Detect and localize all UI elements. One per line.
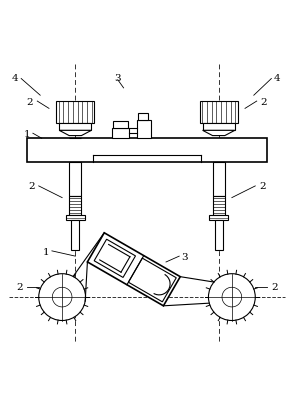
Bar [200, 102, 238, 124]
Bar [138, 113, 148, 121]
Bar [56, 102, 94, 124]
Text: 2: 2 [271, 283, 278, 292]
Bar [209, 215, 228, 221]
Polygon shape [203, 131, 235, 136]
Bar [69, 163, 81, 197]
Text: 4: 4 [12, 74, 19, 83]
Bar [113, 122, 128, 129]
Circle shape [39, 274, 86, 321]
Bar [69, 197, 81, 215]
Bar [27, 138, 267, 163]
Bar [203, 124, 235, 131]
Text: 2: 2 [28, 182, 35, 191]
Text: 3: 3 [114, 74, 121, 83]
Bar [213, 197, 225, 215]
Bar [215, 221, 223, 251]
Bar [128, 258, 176, 302]
Bar [66, 215, 85, 221]
Bar [112, 129, 129, 138]
Text: 2: 2 [259, 182, 266, 191]
Bar [94, 240, 136, 278]
Bar [59, 124, 91, 131]
Text: 1: 1 [43, 247, 49, 257]
Text: 3: 3 [182, 252, 188, 261]
Text: 2: 2 [261, 97, 267, 106]
Bar [71, 221, 79, 251]
Text: 4: 4 [274, 74, 280, 83]
Text: 1: 1 [24, 130, 30, 139]
Text: 2: 2 [27, 97, 33, 106]
Bar [213, 163, 225, 197]
Circle shape [208, 274, 255, 321]
Bar [137, 121, 151, 138]
Polygon shape [59, 131, 91, 136]
Bar [87, 233, 180, 306]
Text: 2: 2 [16, 283, 23, 292]
